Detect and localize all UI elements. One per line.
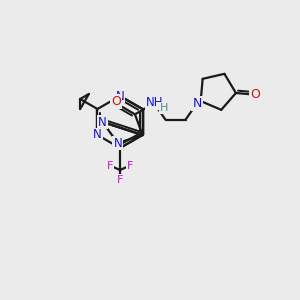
Text: F: F bbox=[117, 175, 123, 185]
Text: H: H bbox=[160, 103, 168, 113]
Text: O: O bbox=[112, 95, 121, 108]
Text: F: F bbox=[127, 161, 133, 171]
Text: N: N bbox=[113, 136, 122, 149]
Text: NH: NH bbox=[146, 96, 164, 109]
Text: N: N bbox=[98, 116, 107, 128]
Text: N: N bbox=[192, 97, 202, 110]
Text: F: F bbox=[107, 161, 113, 171]
Text: O: O bbox=[250, 88, 260, 101]
Text: N: N bbox=[93, 128, 102, 142]
Text: N: N bbox=[116, 89, 124, 103]
